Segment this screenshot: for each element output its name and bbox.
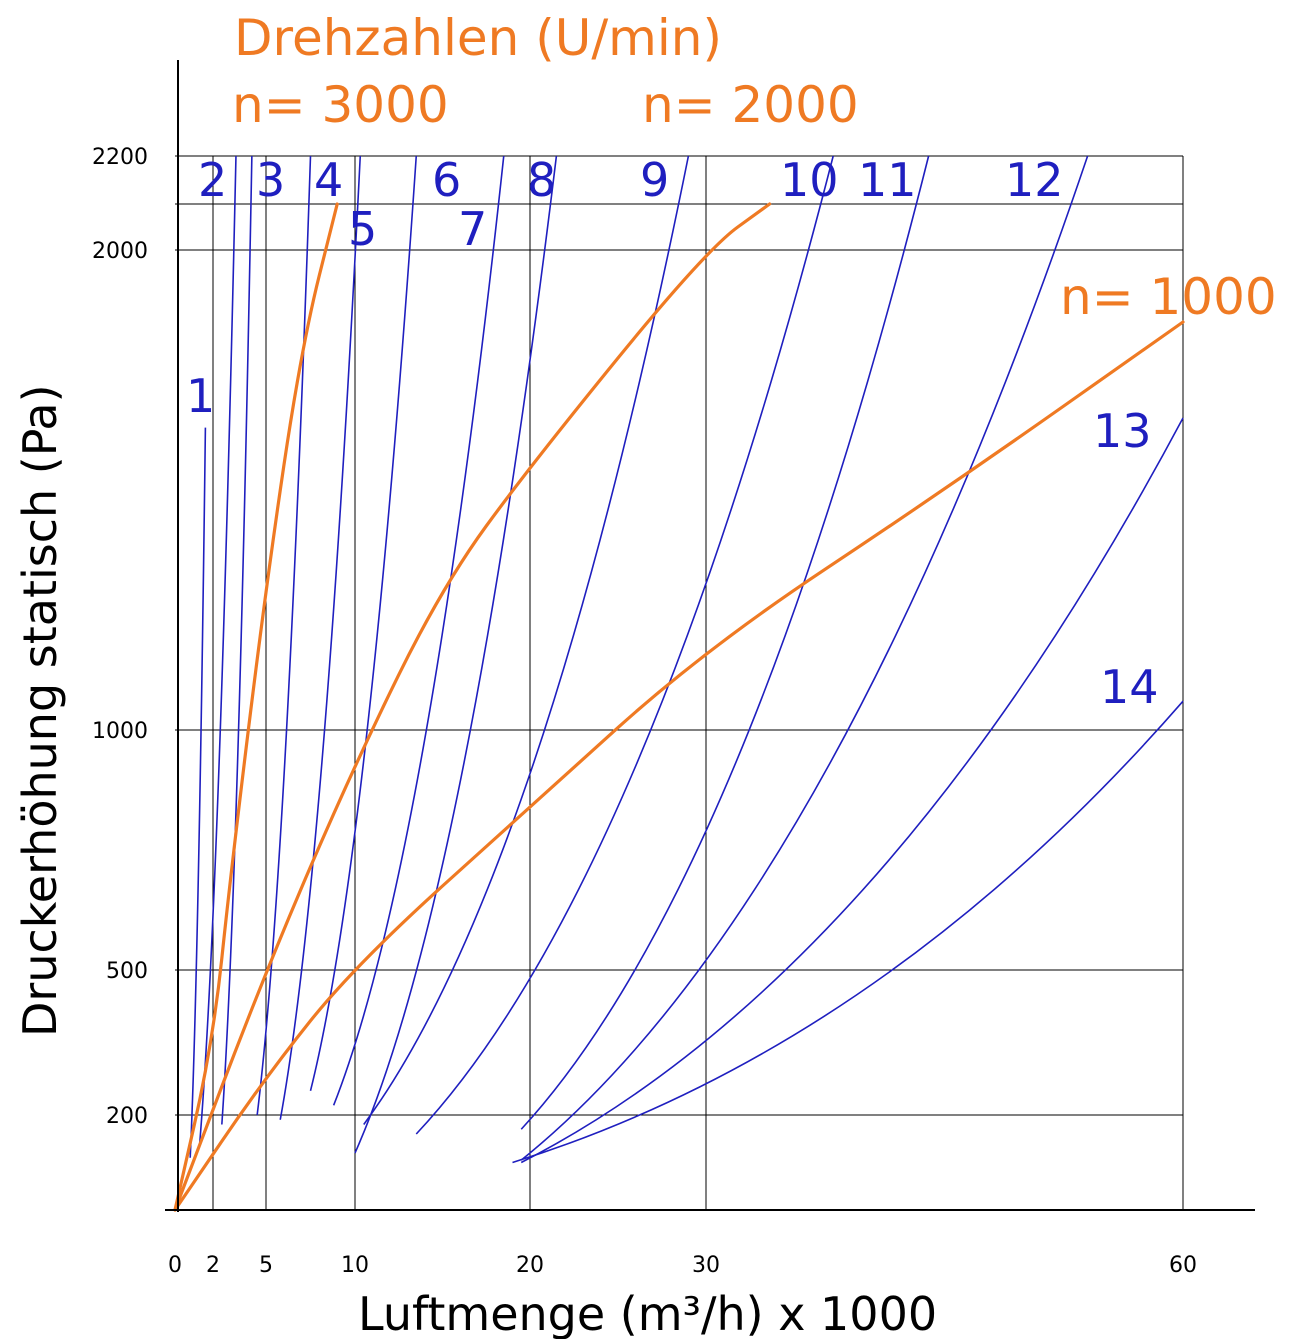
fan-curve-2 — [198, 155, 237, 1144]
fan-curve-9 — [363, 155, 690, 1125]
speed-label-3000: n= 3000 — [232, 76, 449, 134]
fan-label-10: 10 — [780, 153, 839, 207]
x-tick-label: 10 — [341, 1253, 369, 1278]
y-tick-label: 500 — [106, 959, 148, 984]
fan-label-1: 1 — [186, 369, 215, 423]
y-tick-label: 1000 — [92, 719, 148, 744]
speed-line-1000 — [173, 320, 1185, 1212]
fan-label-11: 11 — [858, 153, 917, 207]
y-tick-label: 200 — [106, 1104, 148, 1129]
fan-curve-14 — [512, 700, 1184, 1164]
axes — [165, 60, 1255, 1212]
fan-curve-4 — [256, 155, 312, 1116]
fan-curve-7 — [332, 155, 505, 1106]
x-tick-label: 0 — [168, 1253, 182, 1278]
fan-curve-13 — [520, 417, 1184, 1164]
y-tick-label: 2000 — [92, 239, 148, 264]
fan-label-13: 13 — [1093, 404, 1152, 458]
y-axis-label: Druckerhöhung statisch (Pa) — [13, 384, 67, 1037]
fan-label-8: 8 — [527, 153, 556, 207]
speed-label-1000: n= 1000 — [1060, 268, 1277, 326]
speed-line-3000 — [173, 202, 339, 1212]
speed-label-2000: n= 2000 — [642, 76, 859, 134]
fan-curve-6 — [309, 155, 418, 1092]
fan-label-2: 2 — [198, 153, 227, 207]
fan-label-5: 5 — [348, 202, 377, 256]
fan-label-4: 4 — [314, 153, 343, 207]
fan-label-9: 9 — [640, 153, 669, 207]
fan-curve-1 — [189, 427, 207, 1158]
fan-label-6: 6 — [432, 153, 461, 207]
curves-layer — [173, 155, 1185, 1212]
fan-curve-8 — [354, 155, 558, 1154]
x-tick-label: 2 — [206, 1253, 220, 1278]
x-axis-label: Luftmenge (m³/h) x 1000 — [358, 1287, 937, 1339]
fan-label-3: 3 — [256, 153, 285, 207]
fan-curve-3 — [221, 155, 253, 1125]
fan-curve-5 — [279, 155, 362, 1120]
fan-curve-12 — [520, 155, 1089, 1161]
speed-line-2000 — [173, 202, 772, 1212]
fan-label-12: 12 — [1005, 153, 1064, 207]
fan-label-14: 14 — [1100, 660, 1159, 714]
chart-title: Drehzahlen (U/min) — [234, 9, 722, 67]
fan-curve-10 — [415, 155, 834, 1135]
x-tick-label: 5 — [259, 1253, 273, 1278]
fan-curve-11 — [520, 155, 930, 1130]
x-tick-label: 60 — [1169, 1253, 1197, 1278]
y-tick-label: 2200 — [92, 145, 148, 170]
x-tick-label: 20 — [516, 1253, 544, 1278]
fan-label-7: 7 — [458, 202, 487, 256]
x-tick-label: 30 — [692, 1253, 720, 1278]
